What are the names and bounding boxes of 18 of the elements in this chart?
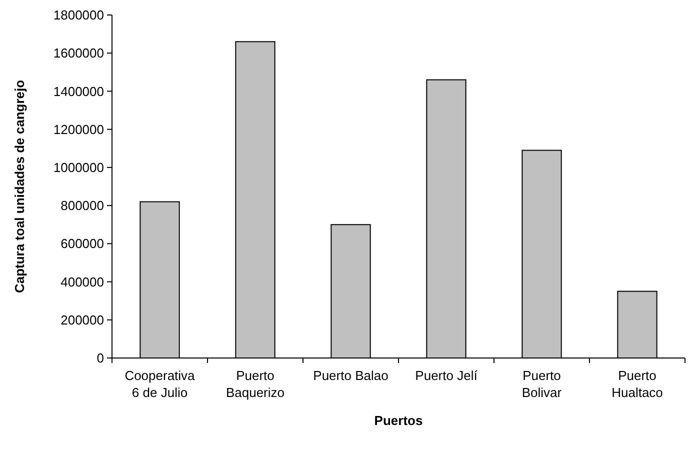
y-tick-label: 600000: [60, 236, 104, 252]
y-axis-title: Captura toal unidades de cangrejo: [12, 80, 27, 294]
y-tick-label: 200000: [60, 312, 104, 328]
y-tick-label: 1800000: [53, 8, 104, 23]
x-tick-label: Puerto Baquerizo: [226, 368, 285, 400]
y-tick-label: 1600000: [53, 46, 104, 61]
x-tick-label: Puerto Balao: [313, 368, 388, 383]
y-tick-label: 1000000: [53, 160, 104, 175]
x-tick-label: Puerto Jelí: [415, 368, 478, 383]
y-tick-label: 1400000: [53, 84, 104, 99]
x-tick-label: Puerto Hualtaco: [612, 368, 663, 400]
x-tick-label: Puerto Bolivar: [522, 368, 562, 400]
y-tick-label: 1200000: [53, 122, 104, 137]
y-tick-label: 800000: [60, 198, 104, 214]
y-tick-label: 400000: [60, 274, 104, 290]
x-axis-title: Puertos: [374, 413, 423, 428]
y-tick-label: 0: [96, 350, 104, 366]
x-tick-label: Cooperativa 6 de Julio: [124, 368, 196, 400]
